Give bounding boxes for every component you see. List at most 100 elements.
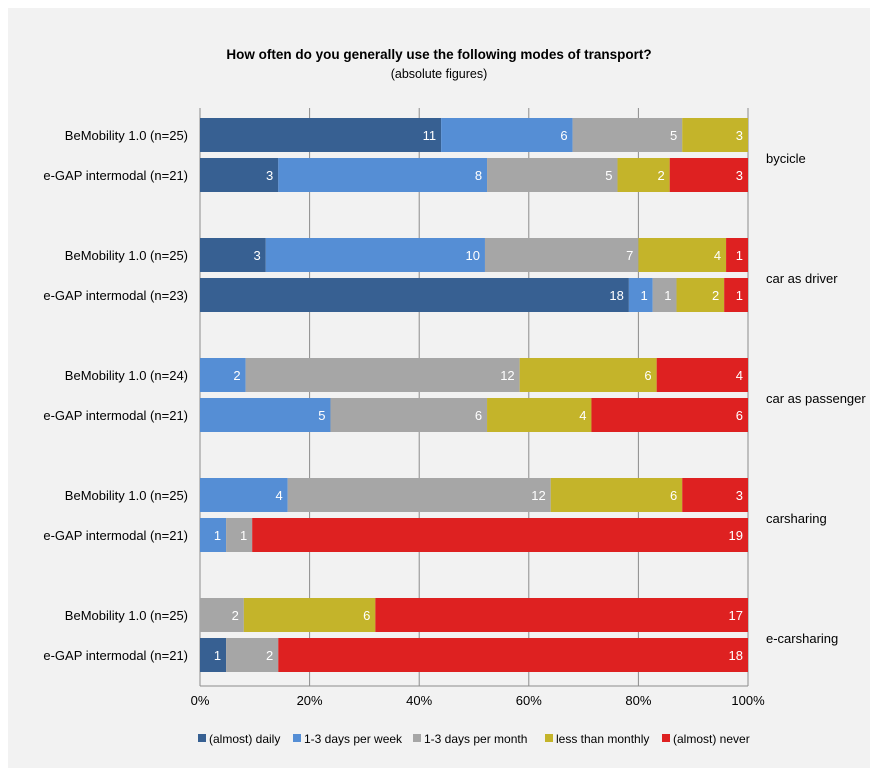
bar-segment <box>669 158 748 192</box>
data-label: 6 <box>560 128 567 143</box>
data-label: 1 <box>640 288 647 303</box>
legend-swatch <box>198 734 206 742</box>
category-label: e-GAP intermodal (n=21) <box>43 648 188 663</box>
category-label: e-GAP intermodal (n=21) <box>43 528 188 543</box>
legend-entry: (almost) never <box>673 732 750 746</box>
data-label: 6 <box>736 408 743 423</box>
stacked-bar-chart: How often do you generally use the follo… <box>43 47 866 746</box>
legend-swatch <box>662 734 670 742</box>
bar-segment <box>200 598 244 632</box>
bar-segment <box>200 238 266 272</box>
data-label: 6 <box>363 608 370 623</box>
data-label: 4 <box>275 488 282 503</box>
data-label: 3 <box>254 248 261 263</box>
data-label: 10 <box>465 248 479 263</box>
bar-segment <box>656 358 748 392</box>
chart-title: How often do you generally use the follo… <box>226 47 651 62</box>
legend-swatch <box>413 734 421 742</box>
data-label: 2 <box>266 648 273 663</box>
data-label: 1 <box>736 248 743 263</box>
x-tick-label: 40% <box>406 693 432 708</box>
bar-segment <box>265 238 485 272</box>
legend-swatch <box>545 734 553 742</box>
x-tick-label: 20% <box>297 693 323 708</box>
data-label: 6 <box>644 368 651 383</box>
data-label: 1 <box>240 528 247 543</box>
bar-segment <box>252 518 748 552</box>
data-label: 1 <box>214 648 221 663</box>
group-label: car as driver <box>766 271 838 286</box>
category-label: e-GAP intermodal (n=21) <box>43 408 188 423</box>
x-tick-label: 0% <box>191 693 210 708</box>
bar-segment <box>676 278 725 312</box>
legend-entry: (almost) daily <box>209 732 280 746</box>
bar-segment <box>550 478 683 512</box>
data-label: 12 <box>500 368 514 383</box>
data-label: 7 <box>626 248 633 263</box>
legend-entry: less than monthly <box>556 732 649 746</box>
bar-segment <box>243 598 376 632</box>
data-label: 2 <box>232 608 239 623</box>
bar-segment <box>726 238 748 272</box>
data-label: 5 <box>670 128 677 143</box>
bar-segment <box>375 598 748 632</box>
bar-segment <box>638 238 727 272</box>
bar-segment <box>652 278 677 312</box>
data-label: 8 <box>475 168 482 183</box>
bar-segment <box>200 158 279 192</box>
chart-subtitle: (absolute figures) <box>391 67 488 81</box>
legend-swatch <box>293 734 301 742</box>
data-label: 17 <box>729 608 743 623</box>
bar-segment <box>226 638 279 672</box>
category-label: BeMobility 1.0 (n=25) <box>65 248 188 263</box>
category-label: BeMobility 1.0 (n=25) <box>65 608 188 623</box>
data-label: 1 <box>664 288 671 303</box>
group-label: bycicle <box>766 151 806 166</box>
bar-segment <box>724 278 748 312</box>
bar-segment <box>330 398 488 432</box>
data-label: 1 <box>736 288 743 303</box>
bar-segment <box>245 358 520 392</box>
data-label: 3 <box>736 488 743 503</box>
legend: (almost) daily 1-3 days per week 1-3 days … <box>198 732 750 746</box>
bar-segment <box>628 278 653 312</box>
bar-segment <box>200 398 331 432</box>
x-tick-label: 100% <box>731 693 765 708</box>
bar-segment <box>200 278 629 312</box>
bar-segment <box>519 358 657 392</box>
bar-segment <box>200 478 288 512</box>
x-tick-label: 80% <box>625 693 651 708</box>
bar-segment <box>487 398 592 432</box>
bar-segment <box>487 158 618 192</box>
group-label: carsharing <box>766 511 827 526</box>
data-label: 4 <box>714 248 721 263</box>
chart-container: How often do you generally use the follo… <box>8 8 870 768</box>
data-label: 18 <box>729 648 743 663</box>
category-label: e-GAP intermodal (n=21) <box>43 168 188 183</box>
bar-segment <box>287 478 551 512</box>
bar-segment <box>200 518 227 552</box>
bar-segment <box>682 478 748 512</box>
legend-entry: 1-3 days per week <box>304 732 403 746</box>
bar-segment <box>617 158 670 192</box>
bar-segment <box>484 238 639 272</box>
bar-segment <box>682 118 748 152</box>
bars: 11 6 5 33 8 5 2 33 10 7 4 118 1 1 2 12 12 6 45 6 4 64 12 6 31 1 19… <box>200 118 748 672</box>
bar-segment <box>200 638 227 672</box>
bar-segment <box>572 118 683 152</box>
data-label: 3 <box>736 128 743 143</box>
data-label: 6 <box>670 488 677 503</box>
bar-segment <box>441 118 573 152</box>
bar-segment <box>200 358 246 392</box>
x-tick-label: 60% <box>516 693 542 708</box>
group-label: e-carsharing <box>766 631 838 646</box>
data-label: 3 <box>266 168 273 183</box>
data-label: 2 <box>657 168 664 183</box>
data-label: 11 <box>423 128 437 143</box>
data-label: 6 <box>475 408 482 423</box>
data-label: 4 <box>579 408 586 423</box>
category-label: BeMobility 1.0 (n=24) <box>65 368 188 383</box>
legend-entry: 1-3 days per month <box>424 732 527 746</box>
bar-segment <box>591 398 748 432</box>
group-label: car as passenger <box>766 391 866 406</box>
